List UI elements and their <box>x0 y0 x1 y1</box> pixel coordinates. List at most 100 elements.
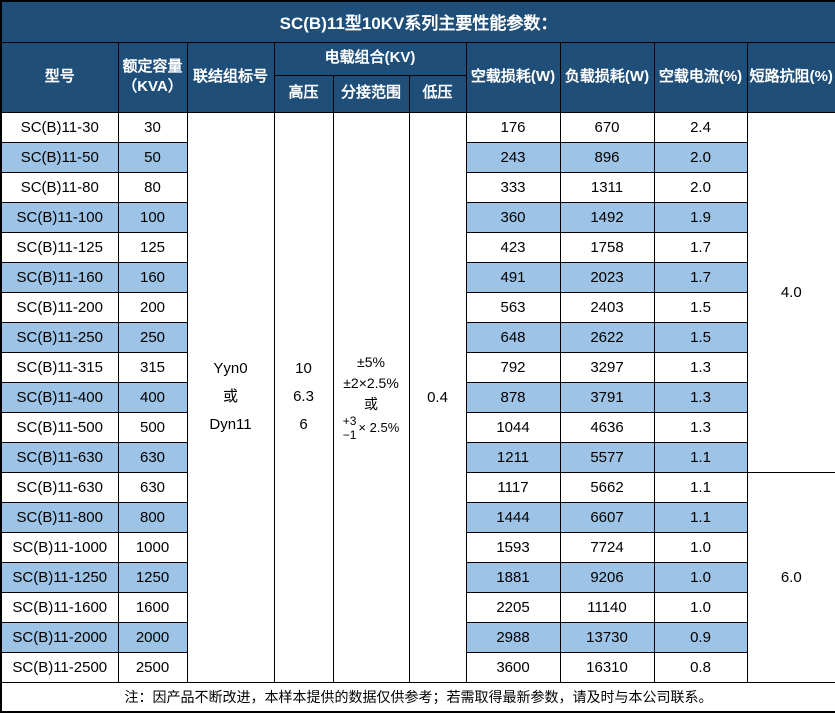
capacity-cell: 1250 <box>117 561 188 593</box>
load-loss-cell: 896 <box>559 141 655 173</box>
no-load-loss-cell: 2988 <box>465 621 561 653</box>
model-cell: SC(B)11-500 <box>0 411 119 443</box>
load-loss-cell: 3791 <box>559 381 655 413</box>
capacity-cell: 80 <box>117 171 188 203</box>
header-load-loss: 负载损耗(W) <box>559 41 655 113</box>
table-row: SC(B)11-1250 1250 1881 9206 1.0 <box>0 561 835 593</box>
model-cell: SC(B)11-400 <box>0 381 119 413</box>
hv-line: 6 <box>299 415 308 433</box>
tap-stack-top: +3 <box>342 413 357 428</box>
table-row: SC(B)11-50 50 243 896 2.0 <box>0 141 835 173</box>
no-load-loss-cell: 792 <box>465 351 561 383</box>
header-load-combo: 电载组合(KV) <box>273 41 467 76</box>
model-cell: SC(B)11-630 <box>0 471 119 503</box>
capacity-cell: 125 <box>117 231 188 263</box>
load-loss-cell: 2622 <box>559 321 655 353</box>
load-loss-cell: 4636 <box>559 411 655 443</box>
header-connection: 联结组标号 <box>186 41 275 113</box>
no-load-current-cell: 1.7 <box>653 231 748 263</box>
load-loss-cell: 7724 <box>559 531 655 563</box>
tap-range-line: 或 <box>364 395 378 412</box>
capacity-cell: 200 <box>117 291 188 323</box>
load-loss-cell: 5577 <box>559 441 655 473</box>
model-cell: SC(B)11-30 <box>0 111 119 143</box>
no-load-current-cell: 1.5 <box>653 321 748 353</box>
tap-plus-minus-row: +3 −1 × 2.5% <box>334 413 408 443</box>
no-load-current-cell: 1.0 <box>653 591 748 623</box>
capacity-cell: 1600 <box>117 591 188 623</box>
header-row-1: 型号 额定容量 （KVA） 联结组标号 电载组合(KV) 空载损耗(W) 负载损… <box>0 41 835 113</box>
load-loss-cell: 2023 <box>559 261 655 293</box>
model-cell: SC(B)11-250 <box>0 321 119 353</box>
no-load-loss-cell: 176 <box>465 111 561 143</box>
no-load-loss-cell: 1881 <box>465 561 561 593</box>
hv-line: 10 <box>295 360 312 378</box>
header-tap-range: 分接范围 <box>332 74 410 113</box>
capacity-cell: 800 <box>117 501 188 533</box>
model-cell: SC(B)11-2500 <box>0 651 119 683</box>
capacity-cell: 2000 <box>117 621 188 653</box>
connection-line: Yyn0 <box>213 360 248 378</box>
header-model: 型号 <box>0 41 119 113</box>
load-loss-cell: 1758 <box>559 231 655 263</box>
load-loss-cell: 11140 <box>559 591 655 623</box>
load-loss-cell: 16310 <box>559 651 655 683</box>
no-load-loss-cell: 1117 <box>465 471 561 503</box>
header-row-2: 高压 分接范围 低压 <box>1 74 835 113</box>
no-load-loss-cell: 1444 <box>465 501 561 533</box>
no-load-current-cell: 2.0 <box>653 171 748 203</box>
table-row: SC(B)11-250 250 648 2622 1.5 <box>0 321 835 353</box>
model-cell: SC(B)11-1250 <box>0 561 119 593</box>
load-loss-cell: 13730 <box>559 621 655 653</box>
impedance-cell: 4.0 <box>746 111 835 473</box>
hv-cell: 10 6.3 6 <box>273 111 334 683</box>
tap-stack-bottom: −1 <box>342 427 357 442</box>
model-cell: SC(B)11-200 <box>0 291 119 323</box>
no-load-loss-cell: 243 <box>465 141 561 173</box>
no-load-current-cell: 1.3 <box>653 381 748 413</box>
capacity-cell: 630 <box>117 471 188 503</box>
load-loss-cell: 2403 <box>559 291 655 323</box>
table-row: SC(B)11-30 30 Yyn0 或 Dyn11 10 6.3 6 ±5% ±2×2.5% 或 +… <box>0 111 835 683</box>
model-cell: SC(B)11-800 <box>0 501 119 533</box>
header-no-load-loss: 空载损耗(W) <box>465 41 561 113</box>
header-capacity-line1: 额定容量 <box>122 57 183 75</box>
no-load-loss-cell: 333 <box>465 171 561 203</box>
table-row: SC(B)11-630 630 1117 5662 1.1 6.0 <box>0 471 835 683</box>
no-load-current-cell: 2.4 <box>653 111 748 143</box>
capacity-cell: 30 <box>117 111 188 143</box>
no-load-current-cell: 1.3 <box>653 411 748 443</box>
no-load-loss-cell: 491 <box>465 261 561 293</box>
no-load-current-cell: 1.5 <box>653 291 748 323</box>
capacity-cell: 630 <box>117 441 188 473</box>
model-cell: SC(B)11-50 <box>0 141 119 173</box>
no-load-current-cell: 0.8 <box>653 651 748 683</box>
capacity-cell: 250 <box>117 321 188 353</box>
capacity-cell: 100 <box>117 201 188 233</box>
model-cell: SC(B)11-125 <box>0 231 119 263</box>
capacity-cell: 1000 <box>117 531 188 563</box>
no-load-current-cell: 1.7 <box>653 261 748 293</box>
tap-range-cell: ±5% ±2×2.5% 或 +3 −1 × 2.5% <box>332 111 410 683</box>
no-load-loss-cell: 1044 <box>465 411 561 443</box>
connection-cell: Yyn0 或 Dyn11 <box>186 111 275 683</box>
capacity-cell: 2500 <box>117 651 188 683</box>
load-loss-cell: 9206 <box>559 561 655 593</box>
table-row: SC(B)11-160 160 491 2023 1.7 <box>0 261 835 293</box>
table-row: SC(B)11-800 800 1444 6607 1.1 <box>0 501 835 533</box>
table-row: SC(B)11-200 200 563 2403 1.5 <box>0 291 835 323</box>
footer-row: 注：因产品不断改进，本样本提供的数据仅供参考；若需取得最新参数，请及时与本公司联… <box>0 681 835 713</box>
load-loss-cell: 670 <box>559 111 655 143</box>
no-load-loss-cell: 2205 <box>465 591 561 623</box>
no-load-current-cell: 1.9 <box>653 201 748 233</box>
tap-plus-minus-stack: +3 −1 <box>342 413 357 443</box>
no-load-loss-cell: 3600 <box>465 651 561 683</box>
capacity-cell: 400 <box>117 381 188 413</box>
connection-line: 或 <box>222 388 238 406</box>
table-row: SC(B)11-125 125 423 1758 1.7 <box>0 231 835 263</box>
footer-note: 注：因产品不断改进，本样本提供的数据仅供参考；若需取得最新参数，请及时与本公司联… <box>0 681 835 713</box>
header-capacity: 额定容量 （KVA） <box>117 41 188 113</box>
table-row: SC(B)11-630 630 1211 5577 1.1 <box>0 441 835 473</box>
